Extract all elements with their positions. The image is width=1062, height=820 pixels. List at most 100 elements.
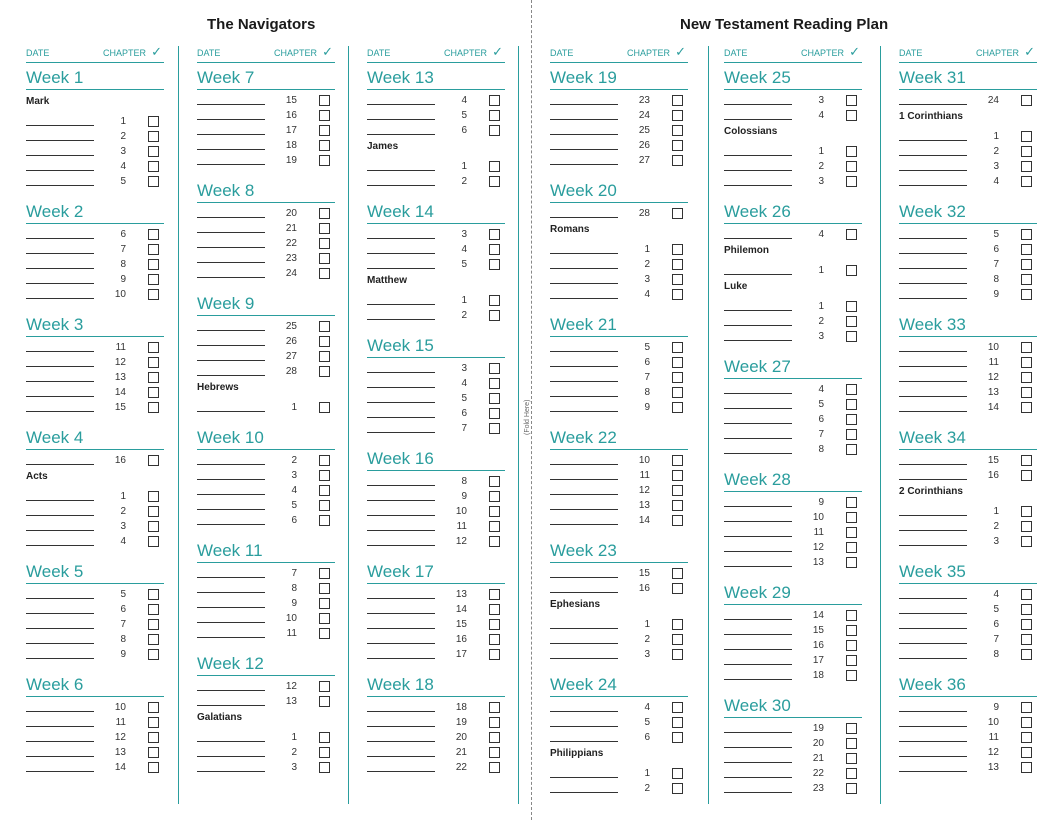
- date-blank[interactable]: [26, 396, 94, 397]
- chapter-checkbox[interactable]: [846, 384, 857, 395]
- date-blank[interactable]: [26, 545, 94, 546]
- date-blank[interactable]: [367, 756, 435, 757]
- date-blank[interactable]: [26, 351, 94, 352]
- chapter-checkbox[interactable]: [148, 521, 159, 532]
- date-blank[interactable]: [899, 479, 967, 480]
- date-blank[interactable]: [367, 741, 435, 742]
- date-blank[interactable]: [367, 545, 435, 546]
- date-blank[interactable]: [724, 155, 792, 156]
- chapter-checkbox[interactable]: [319, 598, 330, 609]
- chapter-checkbox[interactable]: [672, 372, 683, 383]
- date-blank[interactable]: [197, 479, 265, 480]
- date-blank[interactable]: [724, 649, 792, 650]
- chapter-checkbox[interactable]: [846, 399, 857, 410]
- chapter-checkbox[interactable]: [672, 500, 683, 511]
- date-blank[interactable]: [724, 238, 792, 239]
- chapter-checkbox[interactable]: [846, 316, 857, 327]
- date-blank[interactable]: [550, 396, 618, 397]
- chapter-checkbox[interactable]: [148, 455, 159, 466]
- date-blank[interactable]: [197, 360, 265, 361]
- date-blank[interactable]: [367, 402, 435, 403]
- chapter-checkbox[interactable]: [1021, 161, 1032, 172]
- date-blank[interactable]: [26, 298, 94, 299]
- date-blank[interactable]: [899, 545, 967, 546]
- date-blank[interactable]: [197, 622, 265, 623]
- chapter-checkbox[interactable]: [489, 110, 500, 121]
- date-blank[interactable]: [26, 530, 94, 531]
- chapter-checkbox[interactable]: [1021, 357, 1032, 368]
- date-blank[interactable]: [197, 134, 265, 135]
- chapter-checkbox[interactable]: [489, 717, 500, 728]
- date-blank[interactable]: [367, 643, 435, 644]
- date-blank[interactable]: [197, 411, 265, 412]
- chapter-checkbox[interactable]: [846, 429, 857, 440]
- date-blank[interactable]: [899, 170, 967, 171]
- date-blank[interactable]: [724, 679, 792, 680]
- chapter-checkbox[interactable]: [489, 619, 500, 630]
- chapter-checkbox[interactable]: [846, 444, 857, 455]
- date-blank[interactable]: [899, 771, 967, 772]
- chapter-checkbox[interactable]: [319, 762, 330, 773]
- chapter-checkbox[interactable]: [489, 747, 500, 758]
- date-blank[interactable]: [550, 509, 618, 510]
- date-blank[interactable]: [550, 494, 618, 495]
- date-blank[interactable]: [367, 530, 435, 531]
- chapter-checkbox[interactable]: [672, 289, 683, 300]
- chapter-checkbox[interactable]: [846, 497, 857, 508]
- chapter-checkbox[interactable]: [148, 274, 159, 285]
- date-blank[interactable]: [26, 726, 94, 727]
- date-blank[interactable]: [26, 628, 94, 629]
- chapter-checkbox[interactable]: [846, 542, 857, 553]
- chapter-checkbox[interactable]: [489, 176, 500, 187]
- chapter-checkbox[interactable]: [489, 649, 500, 660]
- chapter-checkbox[interactable]: [846, 301, 857, 312]
- chapter-checkbox[interactable]: [319, 583, 330, 594]
- chapter-checkbox[interactable]: [1021, 649, 1032, 660]
- chapter-checkbox[interactable]: [672, 110, 683, 121]
- chapter-checkbox[interactable]: [319, 321, 330, 332]
- date-blank[interactable]: [724, 310, 792, 311]
- chapter-checkbox[interactable]: [148, 357, 159, 368]
- date-blank[interactable]: [899, 253, 967, 254]
- date-blank[interactable]: [899, 298, 967, 299]
- date-blank[interactable]: [26, 613, 94, 614]
- chapter-checkbox[interactable]: [319, 696, 330, 707]
- date-blank[interactable]: [724, 664, 792, 665]
- date-blank[interactable]: [550, 298, 618, 299]
- date-blank[interactable]: [26, 500, 94, 501]
- chapter-checkbox[interactable]: [672, 274, 683, 285]
- date-blank[interactable]: [724, 340, 792, 341]
- date-blank[interactable]: [197, 262, 265, 263]
- chapter-checkbox[interactable]: [672, 95, 683, 106]
- chapter-checkbox[interactable]: [148, 491, 159, 502]
- date-blank[interactable]: [367, 726, 435, 727]
- chapter-checkbox[interactable]: [1021, 717, 1032, 728]
- date-blank[interactable]: [197, 524, 265, 525]
- chapter-checkbox[interactable]: [148, 387, 159, 398]
- chapter-checkbox[interactable]: [489, 589, 500, 600]
- chapter-checkbox[interactable]: [672, 208, 683, 219]
- date-blank[interactable]: [550, 711, 618, 712]
- date-blank[interactable]: [724, 506, 792, 507]
- chapter-checkbox[interactable]: [672, 485, 683, 496]
- date-blank[interactable]: [899, 411, 967, 412]
- date-blank[interactable]: [899, 756, 967, 757]
- chapter-checkbox[interactable]: [1021, 470, 1032, 481]
- chapter-checkbox[interactable]: [148, 762, 159, 773]
- chapter-checkbox[interactable]: [319, 402, 330, 413]
- date-blank[interactable]: [197, 104, 265, 105]
- chapter-checkbox[interactable]: [148, 402, 159, 413]
- chapter-checkbox[interactable]: [846, 414, 857, 425]
- chapter-checkbox[interactable]: [1021, 521, 1032, 532]
- chapter-checkbox[interactable]: [319, 223, 330, 234]
- chapter-checkbox[interactable]: [489, 125, 500, 136]
- chapter-checkbox[interactable]: [672, 619, 683, 630]
- date-blank[interactable]: [26, 140, 94, 141]
- date-blank[interactable]: [724, 551, 792, 552]
- date-blank[interactable]: [197, 756, 265, 757]
- chapter-checkbox[interactable]: [1021, 604, 1032, 615]
- chapter-checkbox[interactable]: [1021, 732, 1032, 743]
- chapter-checkbox[interactable]: [1021, 259, 1032, 270]
- chapter-checkbox[interactable]: [319, 732, 330, 743]
- chapter-checkbox[interactable]: [489, 161, 500, 172]
